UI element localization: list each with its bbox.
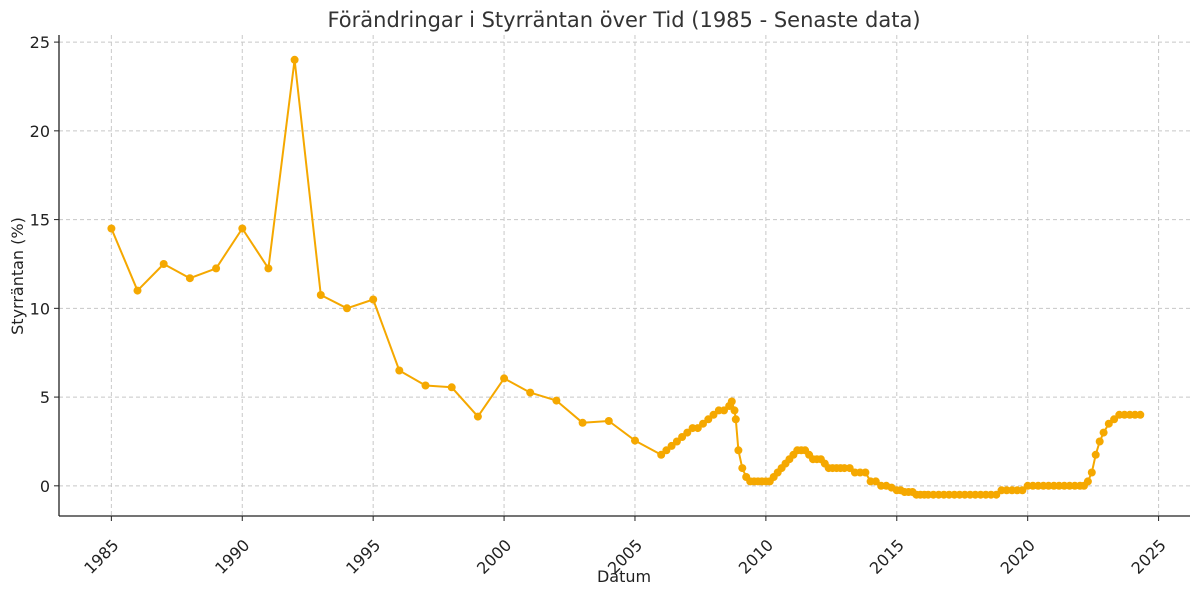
data-point xyxy=(683,428,692,437)
x-tick-label: 1990 xyxy=(211,536,253,578)
data-point xyxy=(709,410,718,419)
y-axis-label: Styrräntan (%) xyxy=(8,217,27,335)
series-group xyxy=(107,55,1145,499)
data-point xyxy=(699,419,707,428)
data-point xyxy=(107,224,116,233)
x-tick-label: 2000 xyxy=(473,536,515,578)
data-point xyxy=(369,295,378,304)
data-point xyxy=(395,366,404,375)
data-point xyxy=(731,415,740,424)
data-point xyxy=(212,264,221,273)
data-point xyxy=(730,406,739,415)
data-point xyxy=(871,477,880,486)
data-point xyxy=(734,446,743,455)
data-point xyxy=(604,417,613,425)
data-point xyxy=(238,224,247,233)
data-point xyxy=(1018,486,1027,495)
data-point xyxy=(1083,477,1092,486)
data-point xyxy=(526,388,535,397)
y-tick-label: 0 xyxy=(40,477,50,496)
data-point xyxy=(1136,410,1145,419)
data-point xyxy=(473,412,482,421)
data-point xyxy=(845,464,854,473)
data-point xyxy=(861,468,870,477)
data-point xyxy=(678,433,687,441)
data-point xyxy=(552,396,561,405)
data-point xyxy=(720,406,728,415)
x-tick-label: 1985 xyxy=(80,536,122,578)
data-point xyxy=(1104,419,1113,428)
x-tick-label: 2025 xyxy=(1128,536,1170,578)
data-point xyxy=(133,286,142,295)
data-point xyxy=(159,260,168,268)
data-point xyxy=(447,383,456,392)
y-tick-label: 5 xyxy=(40,388,50,407)
data-point xyxy=(1087,468,1096,477)
data-point xyxy=(578,418,587,427)
x-tick-label: 2020 xyxy=(997,536,1039,578)
y-tick-label: 10 xyxy=(30,299,50,318)
data-point xyxy=(657,450,666,459)
data-point xyxy=(631,436,639,445)
data-point xyxy=(1095,437,1104,446)
x-tick-label: 2010 xyxy=(735,536,777,578)
data-point xyxy=(421,381,430,390)
data-point xyxy=(1099,428,1108,437)
x-axis-label: Datum xyxy=(597,567,651,586)
data-point xyxy=(500,374,509,383)
data-point xyxy=(992,490,1001,499)
y-tick-label: 20 xyxy=(30,122,50,141)
data-point xyxy=(693,424,702,433)
x-tick-label: 2015 xyxy=(866,536,908,578)
data-point xyxy=(672,437,681,446)
chart-title: Förändringar i Styrräntan över Tid (1985… xyxy=(327,8,920,32)
data-point xyxy=(316,291,325,299)
grid-lines xyxy=(59,35,1190,516)
data-point xyxy=(667,441,676,450)
data-point xyxy=(1110,415,1119,424)
data-point xyxy=(185,274,194,283)
data-point xyxy=(264,264,273,273)
y-axis-ticks: 0 5 10 15 20 25 xyxy=(30,33,59,496)
x-tick-label: 1995 xyxy=(342,536,384,578)
y-tick-label: 15 xyxy=(30,211,50,230)
data-point xyxy=(343,304,351,313)
data-point xyxy=(1091,450,1100,459)
y-tick-label: 25 xyxy=(30,33,50,52)
data-point xyxy=(738,464,747,473)
data-point xyxy=(290,55,299,64)
data-point xyxy=(727,397,736,406)
data-point xyxy=(704,415,713,424)
series-line xyxy=(110,58,1141,496)
